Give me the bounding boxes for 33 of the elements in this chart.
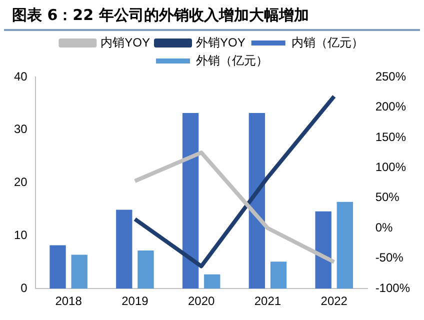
y-tick-label: 30 [14, 122, 28, 136]
bar [315, 211, 332, 289]
x-tick-label: 2021 [254, 294, 282, 308]
y2-tick-label: 0% [375, 220, 393, 234]
y2-tick-label: 150% [375, 130, 406, 144]
y-tick-label: 20 [14, 175, 28, 190]
y-tick-label: 40 [14, 69, 28, 84]
bar [50, 245, 66, 289]
y2-tick-label: -100% [375, 280, 410, 295]
legend-label: 外销（亿元） [196, 53, 268, 68]
y-tick-label: 10 [14, 228, 28, 242]
x-tick-label: 2022 [320, 294, 348, 308]
x-tick-label: 2020 [188, 294, 215, 308]
bar [138, 250, 154, 289]
chart-title: 图表 6：22 年公司的外销收入增加大幅增加 [4, 0, 420, 31]
y2-tick-label: 250% [375, 69, 406, 84]
y-tick-label: 0 [20, 280, 28, 295]
y2-tick-label: 50% [375, 190, 400, 204]
y2-tick-label: 100% [375, 160, 406, 174]
bar [270, 262, 287, 289]
y2-tick-label: -50% [375, 250, 404, 265]
bar [204, 274, 220, 289]
bar [71, 254, 88, 289]
legend-label: 内销（亿元） [291, 35, 364, 50]
bar [116, 210, 132, 289]
bar [182, 112, 199, 289]
x-tick-label: 2018 [55, 294, 82, 308]
bar [248, 112, 266, 289]
legend-label: 外销YOY [196, 35, 246, 50]
legend-label: 内销YOY [100, 35, 150, 50]
bar [336, 202, 353, 289]
y2-tick-label: 200% [375, 100, 406, 114]
x-tick-label: 2019 [122, 294, 149, 308]
